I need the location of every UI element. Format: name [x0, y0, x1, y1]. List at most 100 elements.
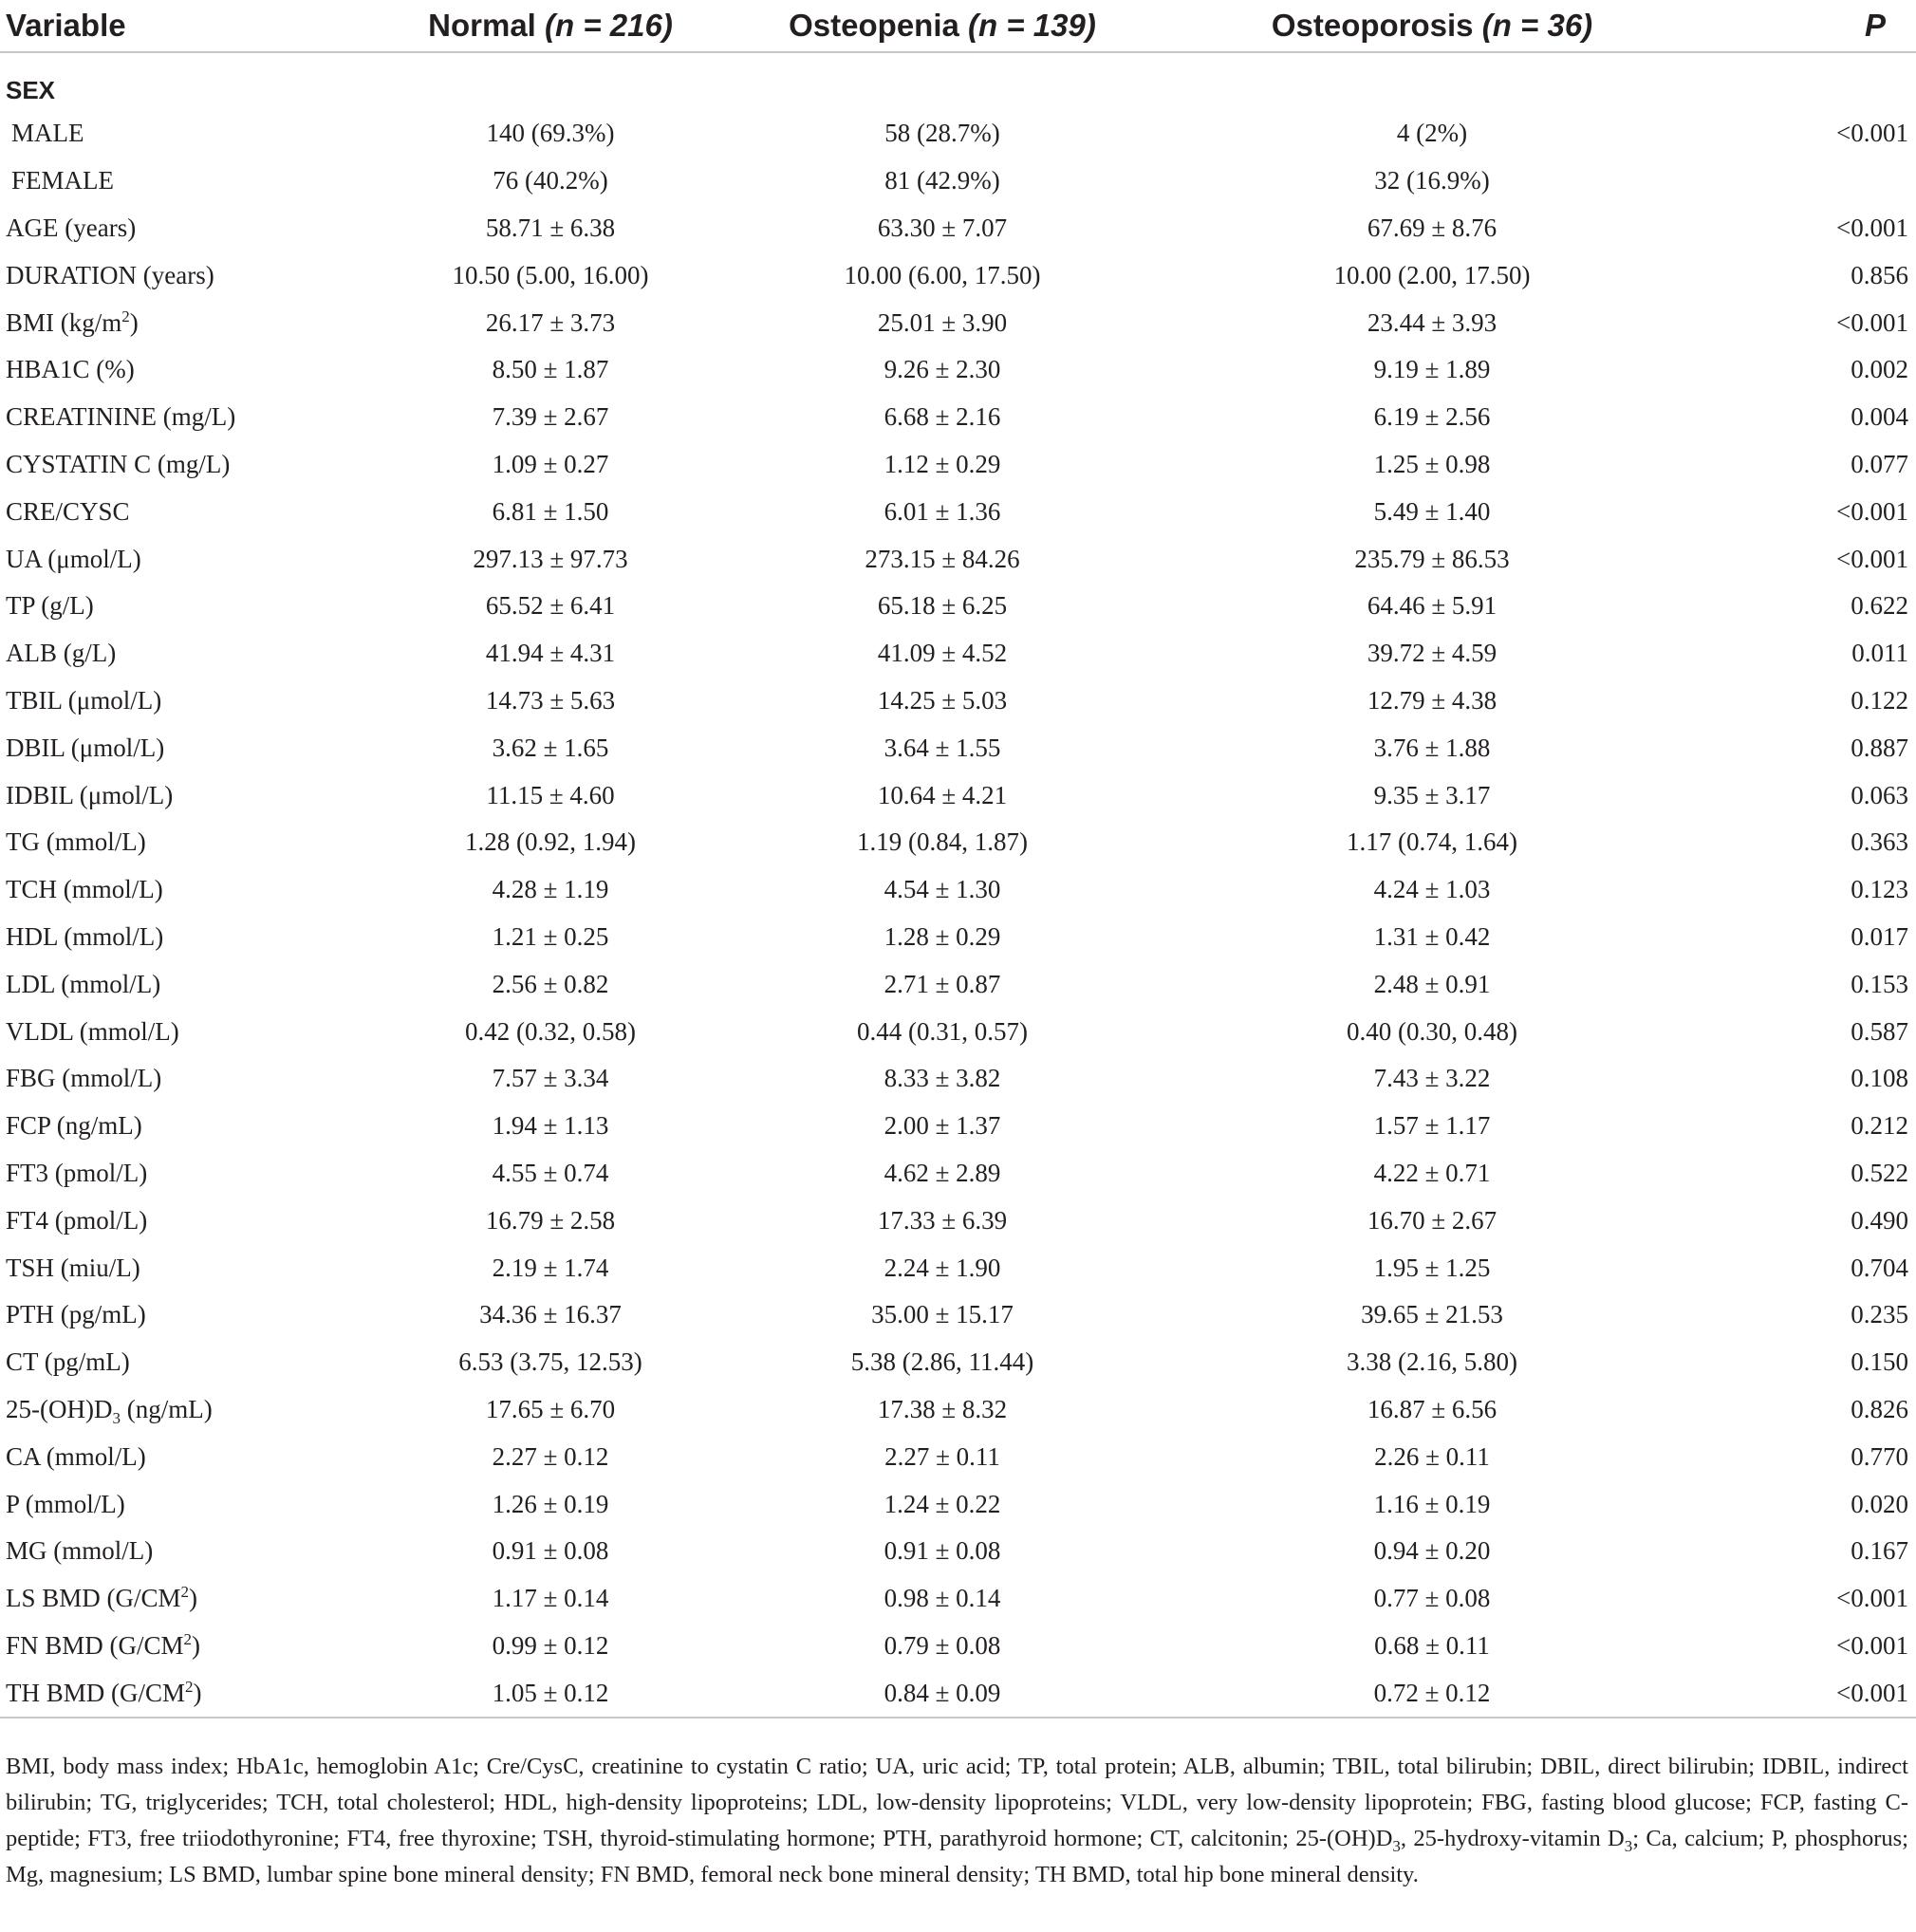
cell-normal: 7.57 ± 3.34 [492, 1064, 609, 1093]
cell-p-value: <0.001 [1836, 1630, 1908, 1660]
row-label: FT3 (pmol/L) [6, 1158, 148, 1187]
cell-osteoporosis: 0.68 ± 0.11 [1374, 1630, 1490, 1660]
cell-osteoporosis: 16.87 ± 6.56 [1367, 1394, 1497, 1423]
cell-osteopenia: 2.27 ± 0.11 [884, 1441, 1000, 1471]
table-row: TP (g/L) 65.52 ± 6.41 65.18 ± 6.25 64.46 ± … [0, 583, 1916, 630]
header-p-label: P [1864, 8, 1886, 43]
table-row: BMI (kg/m2) 26.17 ± 3.73 25.01 ± 3.90 23.44… [0, 299, 1916, 346]
cell-osteoporosis: 3.38 (2.16, 5.80) [1347, 1347, 1517, 1377]
table-row: CYSTATIN C (mg/L) 1.09 ± 0.27 1.12 ± 0.29 1… [0, 441, 1916, 489]
cell-osteoporosis: 0.77 ± 0.08 [1373, 1584, 1491, 1613]
cell-osteopenia: 2.71 ± 0.87 [884, 969, 1001, 998]
cell-osteopenia: 25.01 ± 3.90 [877, 307, 1008, 337]
cell-osteopenia: 14.25 ± 5.03 [877, 685, 1008, 715]
table-row: TG (mmol/L) 1.28 (0.92, 1.94) 1.19 (0.84, … [0, 819, 1916, 866]
cell-p-value: <0.001 [1836, 307, 1908, 337]
row-label: FBG (mmol/L) [6, 1064, 162, 1093]
cell-p-value: 0.004 [1851, 402, 1908, 432]
table-body: SEX MALE 140 (69.3%) 58 (28.7%) 4 (2%) <0.00… [0, 52, 1916, 1719]
cell-normal: 16.79 ± 2.58 [485, 1205, 616, 1235]
header-variable: Variable [0, 0, 408, 53]
footnote-part2: , 25-hydroxy-vitamin D [1400, 1826, 1625, 1851]
table-row: FBG (mmol/L) 7.57 ± 3.34 8.33 ± 3.82 7.43 ±… [0, 1055, 1916, 1103]
cell-osteopenia: 273.15 ± 84.26 [865, 544, 1020, 573]
cell-osteoporosis: 4.22 ± 0.71 [1373, 1158, 1491, 1187]
cell-normal: 14.73 ± 5.63 [485, 685, 616, 715]
section-row-sex: SEX [0, 52, 1916, 110]
cell-osteoporosis: 0.94 ± 0.20 [1373, 1536, 1491, 1566]
row-label: ALB (g/L) [6, 639, 117, 668]
row-label-suffix: ) [129, 307, 139, 337]
cell-p-value: 0.020 [1851, 1489, 1908, 1518]
row-label: UA (μmol/L) [6, 544, 141, 573]
cell-osteoporosis: 1.95 ± 1.25 [1373, 1253, 1491, 1282]
cell-p-value: 0.077 [1851, 449, 1908, 478]
cell-osteoporosis: 7.43 ± 3.22 [1373, 1064, 1491, 1093]
cell-osteoporosis: 1.16 ± 0.19 [1373, 1489, 1491, 1518]
cell-normal: 58.71 ± 6.38 [485, 213, 616, 242]
cell-osteoporosis: 235.79 ± 86.53 [1354, 544, 1510, 573]
cell-osteoporosis: 1.17 (0.74, 1.64) [1347, 827, 1517, 857]
table-row: CRE/CYSC 6.81 ± 1.50 6.01 ± 1.36 5.49 ± 1.4… [0, 488, 1916, 535]
row-label: AGE (years) [6, 213, 137, 242]
cell-osteoporosis: 3.76 ± 1.88 [1373, 733, 1491, 762]
row-label: TH BMD (G/CM2) [0, 1669, 408, 1719]
row-label: TP (g/L) [6, 591, 94, 621]
footnote-part3: ; Ca, calcium; P, phosphorus; Mg, magnes… [6, 1826, 1908, 1887]
header-osteoporosis-n: (n = 36) [1481, 8, 1593, 43]
cell-osteopenia: 81 (42.9%) [884, 166, 1000, 195]
cell-normal: 76 (40.2%) [493, 166, 608, 195]
row-label: TG (mmol/L) [6, 827, 146, 857]
cell-normal: 6.81 ± 1.50 [492, 496, 609, 526]
cell-osteopenia: 6.68 ± 2.16 [884, 402, 1001, 432]
cell-p-value: <0.001 [1836, 544, 1908, 573]
cell-osteopenia: 2.00 ± 1.37 [884, 1111, 1001, 1141]
cell-osteoporosis: 9.19 ± 1.89 [1373, 355, 1491, 384]
row-label: HBA1C (%) [6, 355, 135, 384]
table-row: CA (mmol/L) 2.27 ± 0.12 2.27 ± 0.11 2.26 ± … [0, 1433, 1916, 1480]
cell-normal: 11.15 ± 4.60 [486, 780, 615, 809]
cell-osteopenia: 0.84 ± 0.09 [693, 1669, 1192, 1719]
cell-normal: 1.28 (0.92, 1.94) [465, 827, 636, 857]
cell-osteoporosis: 6.19 ± 2.56 [1373, 402, 1491, 432]
cell-normal: 1.21 ± 0.25 [492, 921, 609, 951]
cell-p-value: <0.001 [1836, 1584, 1908, 1613]
cell-normal: 2.56 ± 0.82 [492, 969, 609, 998]
row-label: CRE/CYSC [6, 496, 130, 526]
table-row: TCH (mmol/L) 4.28 ± 1.19 4.54 ± 1.30 4.24 ±… [0, 866, 1916, 914]
cell-osteopenia: 10.64 ± 4.21 [877, 780, 1008, 809]
cell-normal: 7.39 ± 2.67 [492, 402, 609, 432]
table-row: P (mmol/L) 1.26 ± 0.19 1.24 ± 0.22 1.16 ± 0… [0, 1480, 1916, 1528]
cell-osteoporosis: 1.31 ± 0.42 [1373, 921, 1491, 951]
cell-osteopenia: 6.01 ± 1.36 [884, 496, 1001, 526]
row-label-text: FN BMD (G/CM [6, 1630, 184, 1660]
cell-p-value: 0.212 [1851, 1111, 1908, 1141]
header-osteopenia: Osteopenia (n = 139) [693, 0, 1192, 53]
cell-p-value: 0.856 [1851, 260, 1908, 289]
header-osteoporosis-label: Osteoporosis [1271, 8, 1474, 43]
row-label-subscript: 3 [112, 1408, 121, 1427]
header-osteopenia-n: (n = 139) [968, 8, 1096, 43]
cell-p-value: <0.001 [1836, 119, 1908, 148]
table-row: HDL (mmol/L) 1.21 ± 0.25 1.28 ± 0.29 1.31 ±… [0, 914, 1916, 961]
cell-osteoporosis: 2.26 ± 0.11 [1374, 1441, 1490, 1471]
cell-osteopenia: 17.33 ± 6.39 [877, 1205, 1008, 1235]
row-label: FCP (ng/mL) [6, 1111, 142, 1141]
cell-osteoporosis: 39.72 ± 4.59 [1367, 639, 1497, 668]
cell-osteopenia: 2.24 ± 1.90 [884, 1253, 1001, 1282]
cell-p-value: 0.002 [1851, 355, 1908, 384]
header-p-value: P [1672, 0, 1916, 53]
table-row: CT (pg/mL) 6.53 (3.75, 12.53) 5.38 (2.86, … [0, 1339, 1916, 1386]
cell-osteopenia: 35.00 ± 15.17 [871, 1300, 1014, 1329]
baseline-characteristics-table: Variable Normal (n = 216) Osteopenia (n … [0, 0, 1916, 1719]
cell-osteopenia: 0.44 (0.31, 0.57) [857, 1016, 1028, 1046]
cell-osteopenia: 1.24 ± 0.22 [884, 1489, 1001, 1518]
row-label: TBIL (μmol/L) [6, 685, 162, 715]
row-label: PTH (pg/mL) [6, 1300, 146, 1329]
cell-osteoporosis: 9.35 ± 3.17 [1373, 780, 1491, 809]
row-label: CA (mmol/L) [6, 1441, 146, 1471]
cell-osteoporosis: 64.46 ± 5.91 [1367, 591, 1497, 621]
cell-p-value: <0.001 [1672, 1669, 1916, 1719]
table-footnote: BMI, body mass index; HbA1c, hemoglobin … [6, 1749, 1908, 1893]
table-row: AGE (years) 58.71 ± 6.38 63.30 ± 7.07 67.69… [0, 205, 1916, 252]
